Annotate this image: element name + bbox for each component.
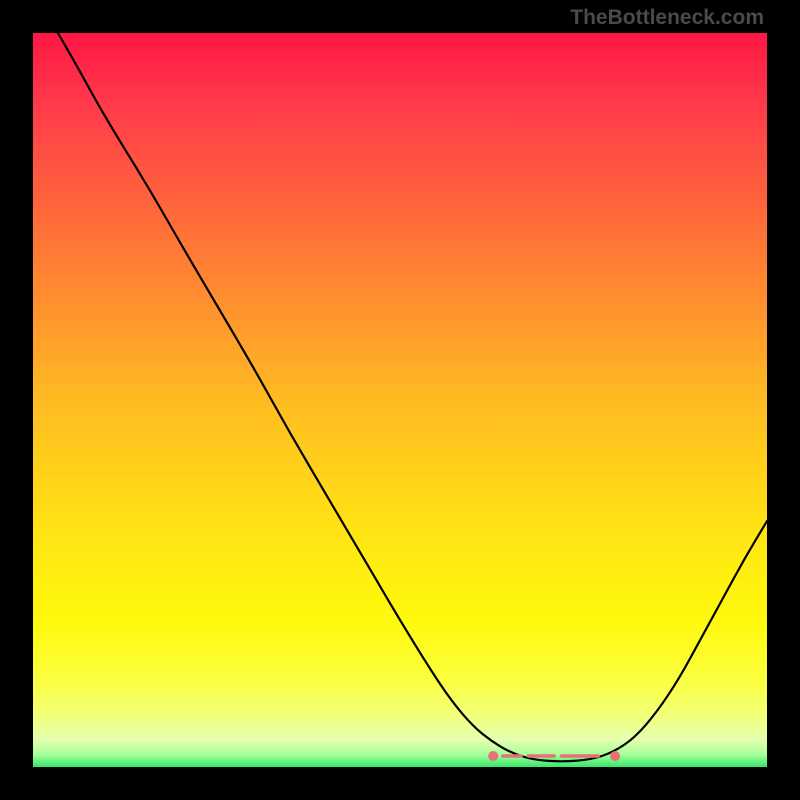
- chart-container: TheBottleneck.com: [0, 0, 800, 800]
- watermark-text: TheBottleneck.com: [570, 6, 764, 30]
- curve-layer: [33, 33, 767, 767]
- marker-dot-left: [488, 751, 498, 761]
- main-curve: [58, 33, 767, 761]
- marker-dot-right: [610, 751, 620, 761]
- plot-area: [33, 33, 767, 767]
